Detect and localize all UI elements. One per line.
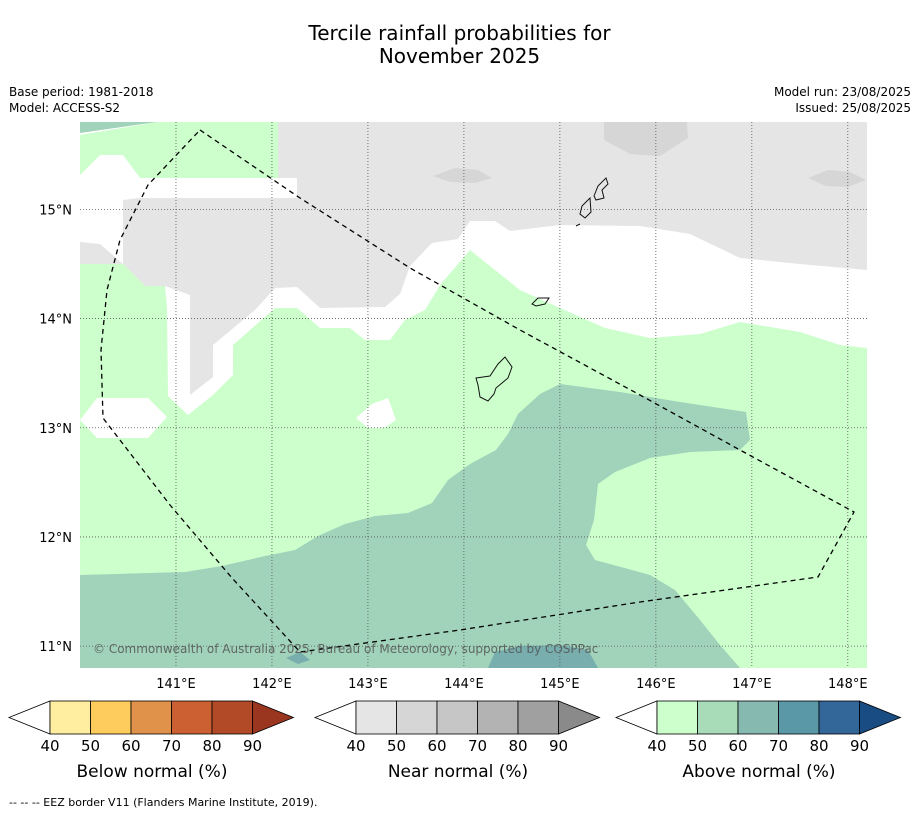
islands — [475, 177, 609, 402]
colorbar-arrow-high — [558, 700, 601, 735]
colorbar-tick-label: 40 — [40, 737, 59, 755]
colorbar-segment — [396, 700, 438, 735]
colorbar-arrow-high — [859, 700, 902, 735]
lon-tick-label: 145°E — [540, 677, 580, 692]
colorbar-tick-label: 70 — [769, 737, 788, 755]
colorbar-tick-label: 70 — [162, 737, 181, 755]
meta-right: Model run: 23/08/2025 Issued: 25/08/2025 — [774, 84, 911, 116]
copyright-notice: © Commonwealth of Australia 2025, Bureau… — [93, 642, 598, 656]
graticule — [80, 122, 867, 668]
no-signal-patch — [356, 398, 396, 428]
title-line-1: Tercile rainfall probabilities for — [308, 21, 611, 45]
colorbar-tick-label: 90 — [850, 737, 869, 755]
colorbar-segment — [818, 700, 860, 735]
lat-tick-label: 15°N — [39, 203, 72, 218]
base-period: Base period: 1981-2018 — [9, 85, 154, 99]
above-normal-60-patch — [80, 122, 157, 133]
colorbar-segment — [355, 700, 397, 735]
latitude-labels: 15°N 14°N 13°N 12°N 11°N — [39, 203, 72, 655]
lat-tick-label: 14°N — [39, 313, 72, 328]
lon-tick-label: 142°E — [252, 677, 292, 692]
colorbar-tick-label: 60 — [427, 737, 446, 755]
colorbar-label-above: Above normal (%) — [682, 762, 836, 782]
colorbar-segment — [517, 700, 559, 735]
colorbar-label-below: Below normal (%) — [76, 762, 228, 782]
lat-tick-label: 11°N — [39, 640, 72, 655]
aguijan-outline — [575, 223, 581, 227]
lon-tick-label: 148°E — [828, 677, 868, 692]
colorbar-segment — [171, 700, 213, 735]
colorbar-tick-label: 50 — [688, 737, 707, 755]
above-normal-60-patch — [286, 652, 310, 664]
colorbar-segment — [130, 700, 172, 735]
colorbar-segment — [656, 700, 698, 735]
near-normal-region — [80, 122, 867, 395]
colorbar-segment — [436, 700, 478, 735]
colorbar-tick-label: 60 — [121, 737, 140, 755]
colorbar-segment — [90, 700, 132, 735]
above-normal-50-region — [80, 384, 750, 668]
near-normal-50-patch — [808, 170, 866, 187]
lon-tick-label: 147°E — [732, 677, 772, 692]
rota-outline — [531, 297, 550, 307]
colorbar-tick-label: 50 — [81, 737, 100, 755]
meta-left: Base period: 1981-2018 Model: ACCESS-S2 — [9, 84, 154, 116]
colorbar-segment — [778, 700, 820, 735]
above-normal-region — [80, 122, 278, 178]
colorbar-tick-label: 80 — [809, 737, 828, 755]
colorbar-segment — [737, 700, 779, 735]
colorbar-tick-label: 80 — [202, 737, 221, 755]
colorbar-tick-label: 40 — [647, 737, 666, 755]
lat-tick-label: 12°N — [39, 531, 72, 546]
title-line-2: November 2025 — [378, 44, 541, 68]
colorbar-segment — [697, 700, 739, 735]
eez-legend-note: -- -- -- EEZ border V11 (Flanders Marine… — [9, 796, 318, 809]
model-name: Model: ACCESS-S2 — [9, 101, 121, 115]
near-normal-50-patch — [604, 122, 688, 156]
colorbar-tick-label: 80 — [508, 737, 527, 755]
lon-tick-label: 143°E — [348, 677, 388, 692]
tinian-outline — [579, 196, 592, 219]
lat-tick-label: 13°N — [39, 422, 72, 437]
lon-tick-label: 144°E — [444, 677, 484, 692]
model-run: Model run: 23/08/2025 — [773, 85, 911, 99]
colorbar-arrow-low — [313, 700, 357, 735]
guam-outline — [475, 356, 513, 402]
longitude-labels: 141°E 142°E 143°E 144°E 145°E 146°E 147°E 148°E — [156, 677, 867, 692]
chart-title: Tercile rainfall probabilities for Novem… — [0, 22, 919, 68]
lon-tick-label: 141°E — [156, 677, 196, 692]
colorbar-tick-label: 50 — [387, 737, 406, 755]
lon-tick-label: 146°E — [636, 677, 676, 692]
colorbar-label-near: Near normal (%) — [387, 762, 529, 782]
near-normal-50-patch — [433, 168, 492, 183]
colorbar-tick-label: 90 — [243, 737, 262, 755]
near-normal-north-strip — [278, 122, 297, 178]
saipan-outline — [593, 177, 609, 201]
colorbar-tick-label: 90 — [549, 737, 568, 755]
issued-date: Issued: 25/08/2025 — [795, 101, 911, 115]
colorbar-segment — [477, 700, 519, 735]
colorbar-arrow-low — [614, 700, 658, 735]
colorbar-tick-label: 40 — [346, 737, 365, 755]
colorbar-arrow-high — [252, 700, 295, 735]
above-normal-60-patch — [488, 645, 598, 668]
colorbar-arrow-low — [7, 700, 51, 735]
probability-field — [80, 122, 867, 668]
colorbar-segment — [211, 700, 253, 735]
colorbar-tick-label: 70 — [468, 737, 487, 755]
colorbar-segment — [49, 700, 91, 735]
colorbar-tick-label: 60 — [728, 737, 747, 755]
colorbars: 40 50 60 70 80 90 40 50 60 70 80 90 40 50 60 70 80 90 — [7, 700, 902, 755]
